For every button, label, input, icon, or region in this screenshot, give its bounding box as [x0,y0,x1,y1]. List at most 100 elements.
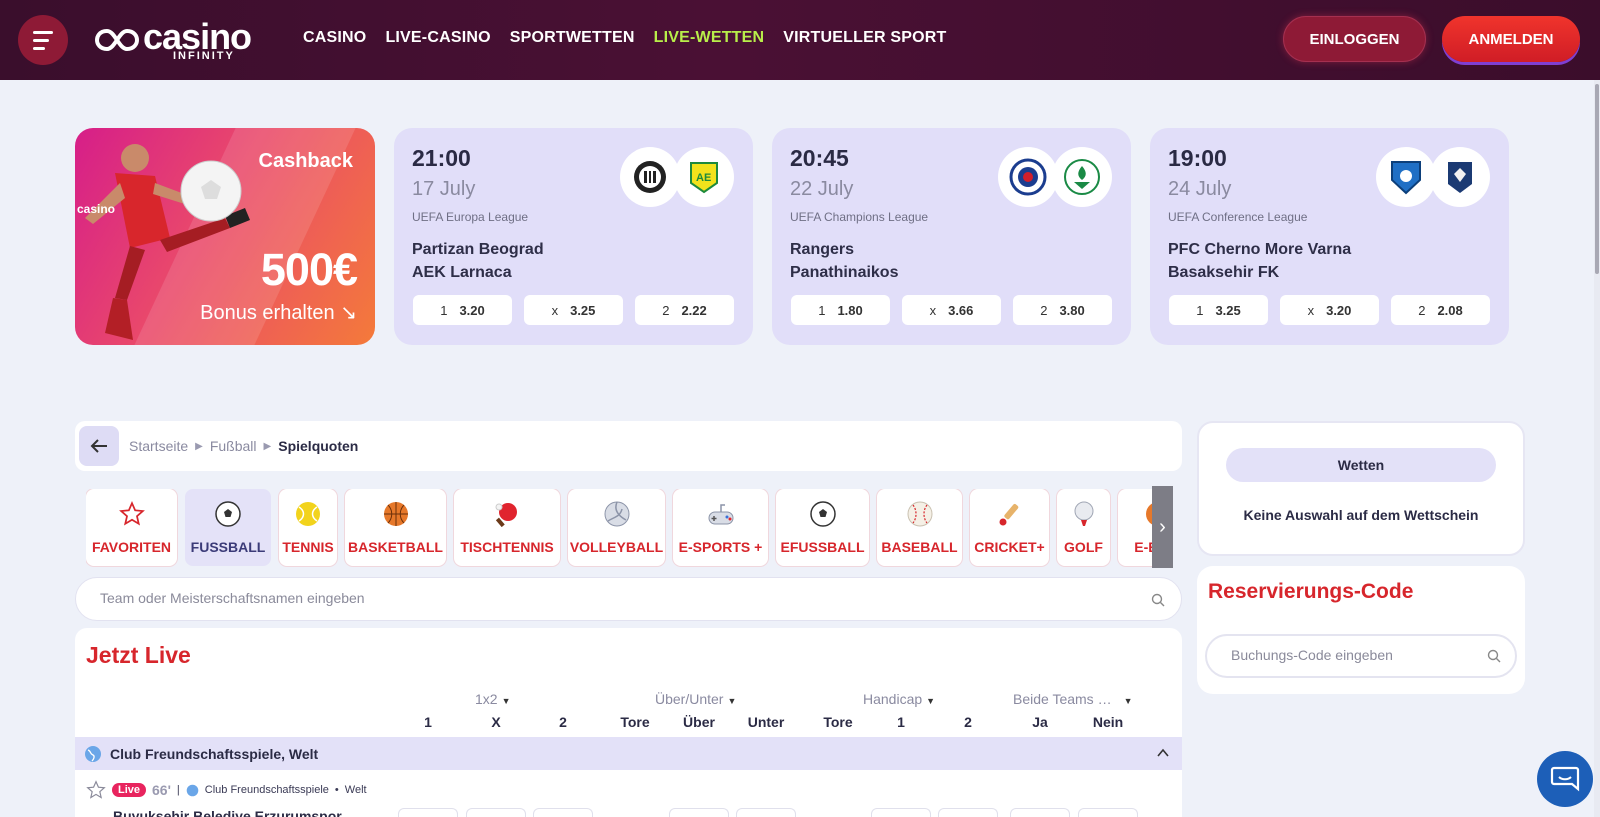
sport-tab-favoriten[interactable]: FAVORITEN [86,489,177,566]
chevron-up-icon[interactable] [1156,746,1170,760]
gamepad-icon [706,499,736,529]
odd-button-draw[interactable]: x 3.20 [1280,295,1379,325]
sport-tab-efussball[interactable]: EFUSSBALL [776,489,869,566]
cashback-promo-banner[interactable]: casino Cashback 500€ Bonus erhalten ↘ [75,128,375,345]
sport-tab-label: TENNIS [282,539,334,555]
odd-label: 2 [1418,302,1426,318]
match-time: 19:00 [1168,145,1227,171]
football-player-image: casino [77,144,250,340]
login-button[interactable]: EINLOGGEN [1283,16,1426,62]
odd-label: 2 [1040,302,1048,318]
event-odd-button[interactable] [533,808,593,817]
event-odd-button[interactable] [1010,808,1070,817]
back-arrow-icon[interactable] [79,426,119,466]
sport-tab-baseball[interactable]: BASEBALL [877,489,962,566]
booking-code-input[interactable] [1231,647,1471,663]
nav-live-wetten[interactable]: LIVE-WETTEN [653,29,765,46]
match-date: 22 July [790,178,854,200]
sport-tab-label: GOLF [1064,539,1103,555]
market-select-over-under[interactable]: Über/Unter ▼ [655,691,736,707]
odd-button-draw[interactable]: x 3.66 [902,295,1001,325]
odd-button-away[interactable]: 2 2.08 [1391,295,1490,325]
market-label: 1x2 [475,691,498,707]
logo-main-text: casino [143,15,252,57]
favorite-star-icon[interactable] [86,780,106,800]
odd-label: 1 [440,302,448,318]
event-odd-button[interactable] [466,808,526,817]
chevron-right-icon: › [1159,515,1166,538]
sport-tabs-next-button[interactable]: › [1152,486,1173,568]
svg-text:casino: casino [77,202,115,216]
column-header: 2 [559,714,567,730]
home-team-crest-icon [998,147,1058,207]
market-select-both-teams[interactable]: Beide Teams … ▼ [1013,691,1133,707]
register-button[interactable]: ANMELDEN [1442,16,1580,62]
search-icon[interactable] [1151,593,1165,607]
event-odd-button[interactable] [669,808,729,817]
sport-tab-esports[interactable]: E-SPORTS + [673,489,768,566]
meta-separator: | [176,784,180,796]
sport-tab-basketball[interactable]: BASKETBALL [345,489,446,566]
away-team-crest-icon: AE [674,147,734,207]
nav-live-casino[interactable]: LIVE-CASINO [385,29,491,46]
betslip-tab-bets[interactable]: Wetten [1226,448,1496,482]
odd-button-draw[interactable]: x 3.25 [524,295,623,325]
nav-sportwetten[interactable]: SPORTWETTEN [509,29,635,46]
sport-tab-tennis[interactable]: TENNIS [279,489,337,566]
sport-tab-golf[interactable]: GOLF [1057,489,1110,566]
team-search-input[interactable] [100,590,1100,606]
promo-amount: 500€ [260,244,358,295]
featured-match-card[interactable]: 19:00 24 July UEFA Conference League PFC… [1150,128,1509,345]
odd-button-away[interactable]: 2 3.80 [1013,295,1112,325]
market-select-handicap[interactable]: Handicap ▼ [863,691,935,707]
chat-support-button[interactable] [1537,751,1593,807]
column-header: Tore [620,714,650,730]
nav-virtueller-sport[interactable]: VIRTUELLER SPORT [783,29,947,46]
menu-icon[interactable] [18,15,68,65]
odd-button-away[interactable]: 2 2.22 [635,295,734,325]
breadcrumb: Startseite ▶ Fußball ▶ Spielquoten [75,421,1182,471]
featured-match-card[interactable]: 20:45 22 July UEFA Champions League Rang… [772,128,1131,345]
reservation-code-panel: Reservierungs-Code [1197,566,1525,694]
event-odd-button[interactable] [871,808,931,817]
column-header: 1 [424,714,432,730]
sport-tab-tischtennis[interactable]: TISCHTENNIS [454,489,560,566]
away-team: Basaksehir FK [1168,264,1280,281]
breadcrumb-home[interactable]: Startseite [129,438,189,454]
home-team-crest-icon [620,147,680,207]
page-scrollbar[interactable] [1594,80,1600,817]
promo-cta[interactable]: Bonus erhalten ↘ [200,302,357,324]
sport-tab-volleyball[interactable]: VOLLEYBALL [568,489,665,566]
column-header: Über [683,714,715,730]
competition-header[interactable]: Club Freundschaftsspiele, Welt [75,737,1182,770]
odd-button-home[interactable]: 1 3.20 [413,295,512,325]
chat-bubble-icon [1550,766,1580,792]
sport-tab-label: CRICKET+ [974,539,1045,555]
odd-value: 3.20 [1326,302,1352,318]
match-league: UEFA Europa League [412,210,529,224]
event-odd-button[interactable] [1078,808,1138,817]
away-team: AEK Larnaca [412,264,512,281]
event-odd-button[interactable] [398,808,458,817]
search-icon[interactable] [1487,649,1501,663]
market-label: Beide Teams … [1013,691,1112,707]
nav-casino[interactable]: CASINO [303,29,367,46]
baseball-icon [905,499,935,529]
event-odd-button[interactable] [736,808,796,817]
event-odd-button[interactable] [938,808,998,817]
sport-tab-cricket[interactable]: CRICKET+ [970,489,1049,566]
breadcrumb-separator-icon: ▶ [195,440,203,452]
scrollbar-thumb[interactable] [1595,84,1599,274]
casino-infinity-logo[interactable]: casino INFINITY [95,15,252,62]
odd-button-home[interactable]: 1 1.80 [791,295,890,325]
globe-icon [186,784,199,796]
odd-label: x [551,302,559,318]
odd-value: 2.08 [1437,302,1463,318]
market-select-1x2[interactable]: 1x2 ▼ [475,691,511,707]
breadcrumb-football[interactable]: Fußball [209,438,257,454]
competition-name: Club Freundschaftsspiele, Welt [110,745,319,762]
featured-match-card[interactable]: 21:00 17 July UEFA Europa League Partiza… [394,128,753,345]
event-team[interactable]: Buyuksehir Belediye Erzurumspor [113,808,342,817]
sport-tab-fussball[interactable]: FUSSBALL [185,489,271,566]
odd-button-home[interactable]: 1 3.25 [1169,295,1268,325]
